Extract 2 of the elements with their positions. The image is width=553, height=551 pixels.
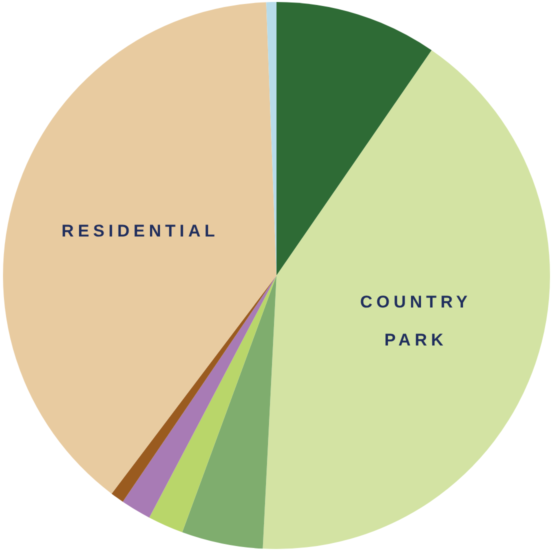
slice-label: RESIDENTIAL	[62, 222, 219, 241]
slice-label: COUNTRY PARK	[360, 292, 472, 350]
